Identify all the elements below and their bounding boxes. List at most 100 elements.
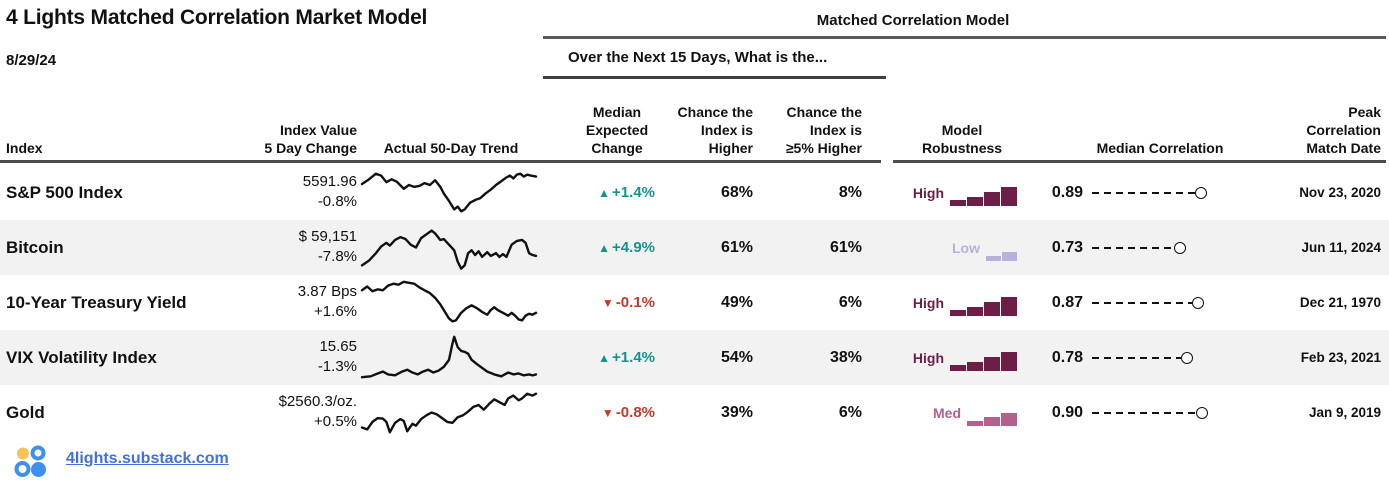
- index-name: VIX Volatility Index: [6, 347, 157, 367]
- correlation-dot-icon: [1181, 351, 1193, 364]
- col-header-median-correlation: Median Correlation: [1096, 140, 1224, 156]
- median-correlation-value: 0.87: [1051, 293, 1083, 311]
- index-name: S&P 500 Index: [6, 182, 123, 202]
- index-value: 15.65: [319, 338, 357, 355]
- five-day-change: -7.8%: [317, 248, 357, 265]
- expected-change: ▼ -0.8%: [540, 385, 655, 440]
- median-correlation-value: 0.78: [1051, 348, 1083, 366]
- index-value: 3.87 Bps: [297, 283, 357, 300]
- correlation-marker: [1092, 330, 1193, 385]
- col-header-chance-higher: Chance the Index is Higher: [677, 104, 753, 156]
- table-row: Bitcoin $ 59,151 -7.8% ▲ +4.9% 61% 61% L…: [0, 220, 1389, 275]
- trend-sparkline: [362, 169, 536, 216]
- index-value-block: 15.65 -1.3%: [220, 337, 357, 377]
- up-arrow-icon: ▲: [598, 185, 611, 200]
- median-correlation-value: 0.73: [1051, 238, 1083, 256]
- robustness-cell: High: [898, 165, 1018, 220]
- down-arrow-icon: ▼: [601, 295, 614, 310]
- page-title: 4 Lights Matched Correlation Market Mode…: [6, 6, 428, 29]
- report-date: 8/29/24: [6, 52, 57, 69]
- expected-change-value: +4.9%: [612, 239, 655, 256]
- chance-5pct-higher-value: 38%: [829, 348, 862, 366]
- table-row: Gold $2560.3/oz. +0.5% ▼ -0.8% 39% 6% Me…: [0, 385, 1389, 440]
- correlation-dot-icon: [1192, 296, 1204, 309]
- table-header: 4 Lights Matched Correlation Market Mode…: [0, 0, 1389, 165]
- five-day-change: -0.8%: [317, 193, 357, 210]
- sparkline-svg: [362, 389, 536, 436]
- section-header-next-15-days: Over the Next 15 Days, What is the...: [568, 49, 828, 66]
- robustness-label: High: [912, 294, 944, 311]
- expected-change: ▲ +1.4%: [540, 165, 655, 220]
- correlation-dash-line: [1092, 246, 1174, 249]
- index-name: Gold: [6, 402, 45, 422]
- sparkline-svg: [362, 279, 536, 326]
- median-correlation-value: 0.89: [1051, 183, 1083, 201]
- correlation-dash-line: [1092, 356, 1181, 359]
- correlation-dot-icon: [1196, 406, 1208, 419]
- peak-match-date: Dec 21, 1970: [1299, 295, 1381, 310]
- expected-change-value: -0.1%: [615, 294, 655, 311]
- robustness-cell: High: [898, 275, 1018, 330]
- peak-match-date: Nov 23, 2020: [1299, 185, 1381, 200]
- index-value-block: $2560.3/oz. +0.5%: [220, 392, 357, 432]
- correlation-dash-line: [1092, 191, 1195, 194]
- index-name: Bitcoin: [6, 237, 64, 257]
- divider: [543, 36, 1386, 39]
- section-header-matched-correlation-model: Matched Correlation Model: [816, 12, 1010, 29]
- col-header-index: Index: [6, 140, 43, 156]
- expected-change: ▼ -0.1%: [540, 275, 655, 330]
- robustness-bars-icon: [986, 251, 1017, 261]
- robustness-label: High: [912, 349, 944, 366]
- up-arrow-icon: ▲: [598, 350, 611, 365]
- correlation-dash-line: [1092, 411, 1196, 414]
- table-row: S&P 500 Index 5591.96 -0.8% ▲ +1.4% 68% …: [0, 165, 1389, 220]
- index-name: 10-Year Treasury Yield: [6, 292, 187, 312]
- robustness-cell: Med: [898, 385, 1018, 440]
- index-value-block: 5591.96 -0.8%: [220, 172, 357, 212]
- trend-sparkline: [362, 334, 536, 381]
- expected-change-value: +1.4%: [612, 184, 655, 201]
- divider: [543, 76, 886, 79]
- robustness-bars-icon: [950, 296, 1017, 316]
- index-value-block: 3.87 Bps +1.6%: [220, 282, 357, 322]
- expected-change: ▲ +4.9%: [540, 220, 655, 275]
- index-value: 5591.96: [302, 173, 357, 190]
- correlation-marker: [1092, 275, 1204, 330]
- robustness-bars-icon: [967, 412, 1017, 426]
- five-day-change: +1.6%: [314, 303, 357, 320]
- correlation-marker: [1092, 165, 1207, 220]
- median-correlation-value: 0.90: [1051, 403, 1083, 421]
- expected-change-value: -0.8%: [615, 404, 655, 421]
- table-row: VIX Volatility Index 15.65 -1.3% ▲ +1.4%…: [0, 330, 1389, 385]
- col-header-robustness: Model Robustness: [921, 122, 1003, 156]
- chance-5pct-higher-value: 61%: [829, 238, 862, 256]
- col-header-index-value: Index Value 5 Day Change: [264, 122, 357, 156]
- chance-higher-value: 39%: [720, 403, 753, 421]
- chance-5pct-higher-value: 6%: [838, 403, 862, 421]
- index-value: $ 59,151: [298, 228, 357, 245]
- expected-change-value: +1.4%: [612, 349, 655, 366]
- robustness-label: High: [912, 184, 944, 201]
- correlation-dot-icon: [1174, 241, 1186, 254]
- peak-match-date: Jun 11, 2024: [1301, 240, 1381, 255]
- divider: [0, 160, 881, 163]
- correlation-marker: [1092, 385, 1208, 440]
- table-row: 10-Year Treasury Yield 3.87 Bps +1.6% ▼ …: [0, 275, 1389, 330]
- correlation-marker: [1092, 220, 1186, 275]
- five-day-change: +0.5%: [314, 413, 357, 430]
- robustness-label: Low: [952, 239, 980, 256]
- substack-link[interactable]: 4lights.substack.com: [66, 450, 229, 467]
- five-day-change: -1.3%: [317, 358, 357, 375]
- robustness-cell: Low: [898, 220, 1018, 275]
- expected-change: ▲ +1.4%: [540, 330, 655, 385]
- correlation-dash-line: [1092, 301, 1192, 304]
- col-header-chance-5pct-higher: Chance the Index is ≥5% Higher: [785, 104, 862, 156]
- sparkline-svg: [362, 169, 536, 216]
- correlation-dot-icon: [1195, 186, 1207, 199]
- robustness-cell: High: [898, 330, 1018, 385]
- robustness-label: Med: [933, 404, 961, 421]
- col-header-peak-date: Peak Correlation Match Date: [1306, 104, 1381, 156]
- chance-higher-value: 49%: [720, 293, 753, 311]
- chance-higher-value: 68%: [720, 183, 753, 201]
